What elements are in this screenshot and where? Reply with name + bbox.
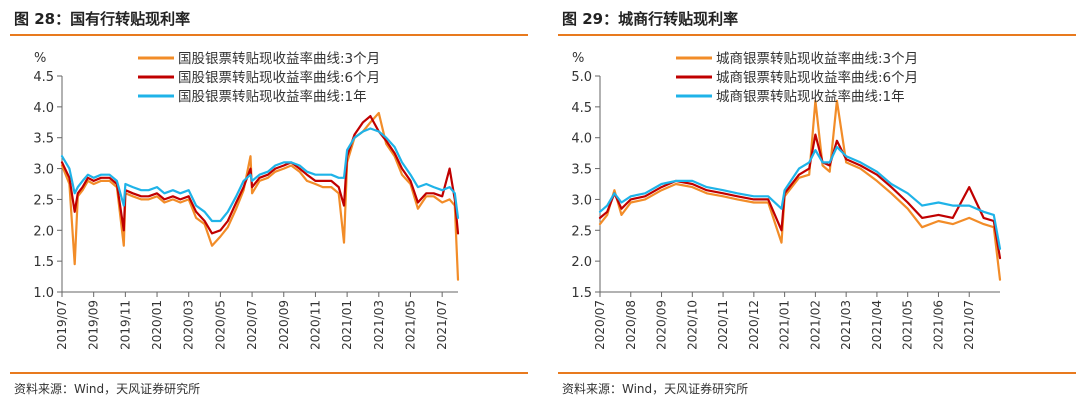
series-line-1 <box>598 99 1002 281</box>
x-tick-label: 2020/09 <box>655 300 669 350</box>
x-tick-label: 2020/11 <box>716 300 730 350</box>
source-rule <box>558 372 1076 374</box>
title-rule <box>558 34 1076 36</box>
legend-label-3: 国股银票转贴现收益率曲线:1年 <box>178 88 367 105</box>
x-tick-label: 2020/07 <box>245 300 259 350</box>
x-tick-label: 2021/01 <box>778 300 792 350</box>
series-line-3 <box>598 145 1002 250</box>
figure-title: 图 29：城商行转贴现利率 <box>562 10 739 28</box>
x-tick-label: 2020/10 <box>685 300 699 350</box>
x-tick-label: 2020/08 <box>624 300 638 350</box>
figure-29-panel: 图 29：城商行转贴现利率 % 1.5 2.0 2.5 3.0 3.5 4.0 4.5 5.0 2… <box>548 0 1080 406</box>
y-tick-label: 3.0 <box>33 163 54 178</box>
y-tick-label: 4.5 <box>33 70 54 85</box>
y-tick-label: 3.0 <box>571 193 592 208</box>
y-tick-label: 3.5 <box>33 132 54 147</box>
legend-label-1: 国股银票转贴现收益率曲线:3个月 <box>178 50 380 67</box>
x-tick-label: 2021/02 <box>808 300 822 350</box>
y-tick-label: 4.5 <box>571 101 592 116</box>
y-unit-label: % <box>572 51 584 66</box>
source-note: 资料来源：Wind，天风证券研究所 <box>14 382 201 396</box>
figure-title: 图 28：国有行转贴现利率 <box>14 10 191 28</box>
legend-label-2: 城商银票转贴现收益率曲线:6个月 <box>716 69 918 86</box>
x-tick-label: 2021/07 <box>962 300 976 350</box>
legend-label-1: 城商银票转贴现收益率曲线:3个月 <box>716 50 918 67</box>
y-tick-label: 1.5 <box>33 255 54 270</box>
x-tick-label: 2021/03 <box>839 300 853 350</box>
title-rule <box>10 34 528 36</box>
y-tick-label: 2.0 <box>33 224 54 239</box>
series-line-2 <box>598 133 1002 260</box>
figure-28-panel: 图 28：国有行转贴现利率 % 1.0 1.5 2.0 2.5 3.0 3.5 4.0 4.5 2… <box>0 0 536 406</box>
y-tick-label: 2.5 <box>571 224 592 239</box>
rate-line-chart: % 1.5 2.0 2.5 3.0 3.5 4.0 4.5 5.0 2020/07 2020/08 2… <box>571 50 1002 350</box>
y-tick-label: 3.5 <box>571 163 592 178</box>
y-tick-label: 5.0 <box>571 70 592 85</box>
x-tick-label: 2021/05 <box>901 300 915 350</box>
x-tick-label: 2020/07 <box>593 300 607 350</box>
rate-line-chart: % 1.0 1.5 2.0 2.5 3.0 3.5 4.0 4.5 2019/07 2019/09 2… <box>33 50 460 350</box>
y-tick-label: 1.0 <box>33 286 54 301</box>
x-tick-label: 2020/11 <box>308 300 322 350</box>
source-rule <box>10 372 528 374</box>
x-tick-label: 2020/12 <box>747 300 761 350</box>
y-tick-label: 2.5 <box>33 193 54 208</box>
x-tick-label: 2021/06 <box>931 300 945 350</box>
x-tick-label: 2021/05 <box>403 300 417 350</box>
x-tick-label: 2021/01 <box>340 300 354 350</box>
legend-label-3: 城商银票转贴现收益率曲线:1年 <box>716 88 905 105</box>
source-note: 资料来源：Wind，天风证券研究所 <box>562 382 749 396</box>
series-line-3 <box>60 127 460 223</box>
x-tick-label: 2021/07 <box>435 300 449 350</box>
y-unit-label: % <box>34 51 46 66</box>
x-tick-label: 2020/05 <box>213 300 227 350</box>
x-tick-label: 2021/04 <box>870 300 884 350</box>
y-tick-label: 4.0 <box>571 132 592 147</box>
y-tick-label: 1.5 <box>571 286 592 301</box>
x-tick-label: 2020/03 <box>182 300 196 350</box>
x-tick-label: 2020/09 <box>277 300 291 350</box>
series-line-2 <box>60 114 460 235</box>
x-tick-label: 2020/01 <box>150 300 164 350</box>
x-tick-label: 2021/03 <box>372 300 386 350</box>
legend-label-2: 国股银票转贴现收益率曲线:6个月 <box>178 69 380 86</box>
x-tick-label: 2019/11 <box>118 300 132 350</box>
y-tick-label: 2.0 <box>571 255 592 270</box>
x-tick-label: 2019/07 <box>55 300 69 350</box>
y-tick-label: 4.0 <box>33 101 54 116</box>
x-tick-label: 2019/09 <box>87 300 101 350</box>
